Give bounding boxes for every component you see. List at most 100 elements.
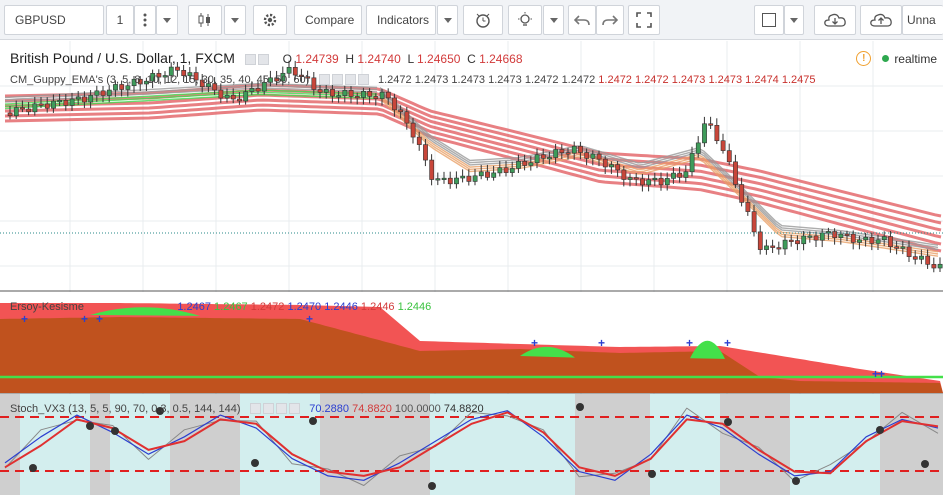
interval-dropdown-button[interactable] [156,5,178,35]
gear-icon[interactable] [262,403,274,415]
candle-body [503,167,509,173]
eye-icon[interactable] [318,74,330,86]
guppy-fast-ema-line [379,93,939,253]
candle-body [491,172,497,178]
symbol-search-input[interactable]: GBPUSD [4,5,104,35]
candle-body [199,79,205,88]
candle-body [119,84,125,90]
candle-body [764,245,769,250]
guppy-value: 1.2475 [781,74,816,86]
chevron-down-icon [163,17,171,23]
chart-style-button[interactable] [188,5,222,35]
interval-more-icon[interactable] [134,5,156,35]
interval-button[interactable]: 1 [106,5,134,35]
stoch-legend-buttons[interactable] [249,403,300,415]
candle-body [131,78,137,87]
fullscreen-button[interactable] [628,5,660,35]
alert-button[interactable] [463,5,503,35]
save-layout-button[interactable] [860,5,902,35]
candle-body [348,90,354,97]
more-icon[interactable] [357,74,369,86]
candle-body [379,91,385,99]
close-icon[interactable] [275,403,287,415]
chart-canvas[interactable]: + + + ++ + + +++ [0,41,943,495]
candle-body [472,175,478,182]
candle-body [590,153,596,159]
ersoy-value: 1.2446 [360,301,395,313]
stoch-cross-dot [428,482,436,490]
eye-icon[interactable] [249,403,261,415]
stoch-shade-band [0,394,20,495]
stoch-cross-dot [576,403,584,411]
close-icon[interactable] [344,74,356,86]
indicators-button[interactable]: Indicators [366,5,436,35]
candle-body [596,153,602,160]
ersoy-value: 1.2446 [324,301,358,313]
ersoy-brown-area [0,317,943,393]
candle-body [770,245,776,248]
layout-name-button[interactable]: Unna [902,5,943,35]
candle-body [516,161,521,169]
candle-body [410,122,416,138]
stoch-cross-dot [309,417,317,425]
series-legend-buttons[interactable] [244,53,269,65]
candle-body [559,149,565,153]
guppy-value: 1.2473 [488,74,522,86]
candle-body [423,144,428,161]
chart-area[interactable]: + + + + + + + + + + British Pound / U.S. Dollar, … [0,41,943,495]
candle-body [193,72,199,81]
warning-icon[interactable]: ! [856,51,872,66]
close-label: C [467,52,476,66]
redo-button[interactable] [596,5,624,35]
guppy-legend-buttons[interactable] [318,74,369,86]
settings-button[interactable] [253,5,287,35]
indicators-dropdown[interactable] [437,5,458,35]
guppy-value: 1.2472 [561,74,596,86]
gear-icon[interactable] [257,53,269,65]
candle-body [404,111,410,124]
ersoy-values: 1.2467 1.2467 1.2472 1.2470 1.2446 1.244… [177,301,431,313]
candle-body [218,89,224,99]
high-value: 1.24740 [357,52,401,66]
more-icon[interactable] [288,403,300,415]
layout-dropdown[interactable] [784,5,804,35]
ideas-dropdown[interactable] [543,5,564,35]
candle-body [695,142,701,154]
guppy-fast-ema-line [379,89,939,249]
candle-body [726,150,732,163]
candle-body [571,145,577,154]
load-layout-button[interactable] [814,5,856,35]
candle-body [156,73,162,78]
eye-icon[interactable] [244,53,256,65]
candle-body [757,231,763,250]
stoch-cross-dot [251,459,259,467]
stoch-shade-band [880,394,943,495]
undo-button[interactable] [568,5,596,35]
series-legend: British Pound / U.S. Dollar, 1, FXCM O 1… [10,50,523,66]
candle-body [609,164,614,168]
stoch-cross-dot [792,477,800,485]
ideas-button[interactable] [508,5,542,35]
layout-select-button[interactable] [754,5,784,35]
candle-body [751,211,757,233]
realtime-label: realtime [894,51,937,66]
alarm-clock-icon [476,13,490,28]
compare-button[interactable]: Compare [294,5,362,35]
chart-style-dropdown[interactable] [224,5,246,35]
candle-body [838,233,844,238]
ersoy-value: 1.2467 [214,301,248,313]
ersoy-cross-marker: + [878,367,885,381]
candle-body [454,177,459,185]
high-label: H [345,52,355,66]
candle-body [832,231,838,238]
gear-icon [263,13,277,27]
stoch-cross-dot [921,460,929,468]
gear-icon[interactable] [331,74,343,86]
candle-body [261,82,267,92]
candle-body [336,95,342,98]
ersoy-legend: Ersoy-Kesisme 1.2467 1.2467 1.2472 1.247… [10,299,431,313]
top-toolbar: GBPUSD 1 Compare Indicators [0,0,943,40]
candle-body [330,89,335,97]
candle-body [243,91,249,102]
candle-body [69,98,75,106]
